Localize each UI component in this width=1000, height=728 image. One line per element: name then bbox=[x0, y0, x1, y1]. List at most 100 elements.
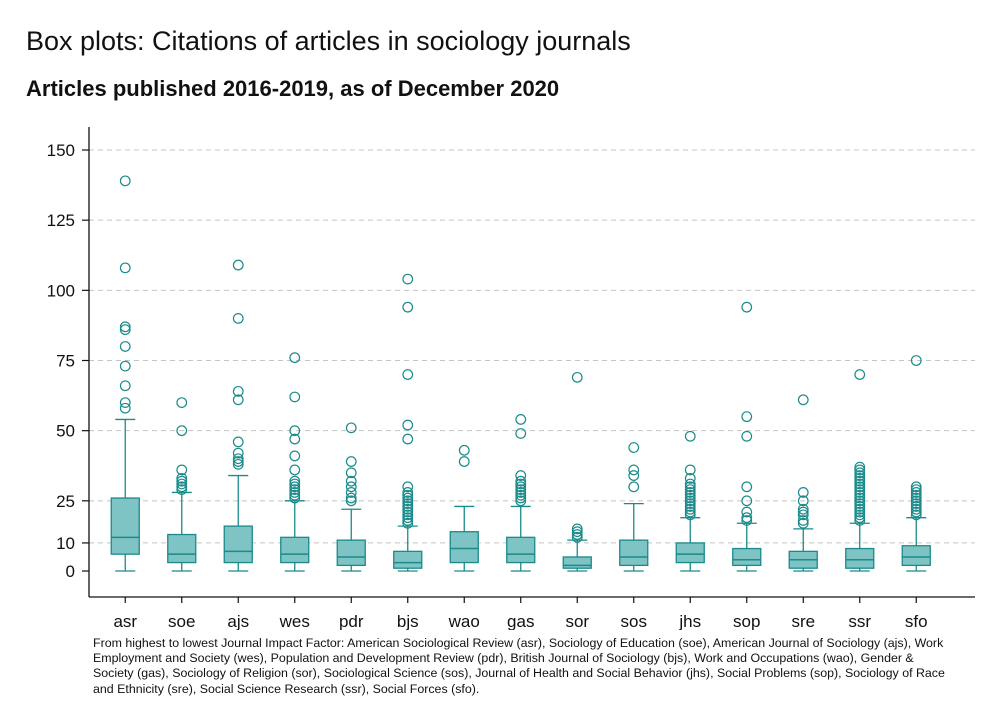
box-sos bbox=[619, 442, 649, 572]
outlier-point bbox=[854, 461, 866, 473]
outlier-point bbox=[910, 498, 922, 510]
outlier-point bbox=[628, 470, 640, 481]
outlier-point bbox=[232, 394, 244, 406]
outlier-point bbox=[232, 453, 244, 465]
outlier-point bbox=[119, 380, 131, 392]
outlier-point bbox=[515, 487, 527, 498]
outlier-point bbox=[910, 487, 922, 498]
iqr-box bbox=[732, 547, 762, 567]
outlier-point bbox=[571, 526, 583, 538]
outlier-point bbox=[232, 458, 244, 470]
outlier-point bbox=[458, 444, 470, 456]
outlier-point bbox=[571, 371, 583, 383]
x-tick-label: bjs bbox=[397, 612, 419, 630]
outlier-point bbox=[910, 503, 922, 515]
outlier-point bbox=[345, 492, 357, 504]
outlier-point bbox=[571, 523, 583, 535]
y-tick-label: 125 bbox=[47, 211, 75, 230]
outlier-point bbox=[176, 481, 188, 493]
outlier-point bbox=[910, 489, 922, 501]
outlier-point bbox=[515, 478, 527, 490]
outlier-point bbox=[797, 503, 809, 515]
x-tick-label: soe bbox=[168, 612, 195, 630]
y-tick-label: 75 bbox=[56, 352, 75, 371]
outlier-point bbox=[741, 481, 753, 493]
outlier-point bbox=[345, 487, 357, 498]
outlier-point bbox=[684, 484, 696, 496]
outlier-point bbox=[797, 394, 809, 406]
outlier-point bbox=[176, 425, 188, 437]
outlier-point bbox=[854, 464, 866, 476]
outlier-point bbox=[402, 487, 414, 498]
outlier-point bbox=[402, 273, 414, 285]
outlier-point bbox=[854, 489, 866, 501]
outlier-point bbox=[684, 492, 696, 504]
outlier-point bbox=[119, 341, 131, 352]
x-tick-label: sor bbox=[565, 612, 589, 630]
outlier-point bbox=[910, 506, 922, 518]
outlier-point bbox=[515, 428, 527, 439]
outlier-point bbox=[289, 352, 301, 364]
outlier-point bbox=[741, 495, 753, 507]
iqr-box bbox=[845, 547, 875, 569]
y-tick-label: 25 bbox=[56, 492, 75, 511]
outlier-point bbox=[119, 360, 131, 372]
box-wao bbox=[449, 444, 479, 572]
x-tick-label: pdr bbox=[339, 612, 364, 630]
outlier-point bbox=[684, 495, 696, 507]
outlier-point bbox=[402, 503, 414, 515]
outlier-point bbox=[854, 472, 866, 484]
footnote: From highest to lowest Journal Impact Fa… bbox=[93, 636, 945, 696]
box-wes bbox=[280, 352, 310, 572]
outlier-point bbox=[628, 464, 640, 476]
outlier-point bbox=[119, 175, 131, 187]
outlier-point bbox=[345, 495, 357, 507]
outlier-point bbox=[232, 259, 244, 271]
outlier-point bbox=[854, 509, 866, 521]
iqr-box bbox=[223, 525, 253, 564]
iqr-box bbox=[562, 556, 592, 569]
outlier-point bbox=[402, 495, 414, 507]
outlier-point bbox=[910, 492, 922, 504]
outlier-point bbox=[910, 355, 922, 366]
chart-title: Box plots: Citations of articles in soci… bbox=[26, 26, 631, 56]
outlier-point bbox=[741, 411, 753, 423]
y-tick-label: 100 bbox=[47, 281, 75, 300]
y-tick-label: 50 bbox=[56, 422, 75, 441]
outlier-point bbox=[402, 509, 414, 521]
outlier-point bbox=[289, 425, 301, 437]
outlier-point bbox=[119, 402, 131, 414]
outlier-point bbox=[684, 430, 696, 442]
outlier-point bbox=[402, 492, 414, 504]
outlier-point bbox=[289, 391, 301, 403]
outlier-point bbox=[910, 481, 922, 493]
iqr-box bbox=[393, 550, 423, 569]
outlier-point bbox=[684, 481, 696, 493]
outlier-point bbox=[402, 419, 414, 431]
outlier-point bbox=[289, 450, 301, 462]
outlier-point bbox=[684, 478, 696, 490]
box-ssr bbox=[845, 369, 875, 572]
outlier-point bbox=[741, 512, 753, 524]
outlier-point bbox=[402, 506, 414, 518]
iqr-box bbox=[110, 497, 140, 555]
axes: 0 10 25 50 75 100 125 150 asr soe ajs wes pdr bjs wao g… bbox=[47, 127, 975, 630]
outlier-point bbox=[176, 484, 188, 496]
iqr-box bbox=[675, 542, 705, 564]
outlier-point bbox=[289, 481, 301, 493]
outlier-point bbox=[854, 369, 866, 380]
outlier-point bbox=[119, 262, 131, 274]
outlier-point bbox=[289, 433, 301, 445]
x-tick-label: sop bbox=[733, 612, 760, 630]
outlier-point bbox=[289, 464, 301, 476]
outlier-point bbox=[628, 481, 640, 493]
outlier-point bbox=[854, 487, 866, 498]
x-tick-label: sfo bbox=[905, 612, 928, 630]
outlier-point bbox=[797, 487, 809, 498]
outlier-point bbox=[515, 414, 527, 425]
outlier-point bbox=[232, 436, 244, 448]
outlier-point bbox=[402, 489, 414, 501]
iqr-box bbox=[619, 539, 649, 567]
box-asr bbox=[110, 175, 140, 572]
outlier-point bbox=[854, 492, 866, 504]
